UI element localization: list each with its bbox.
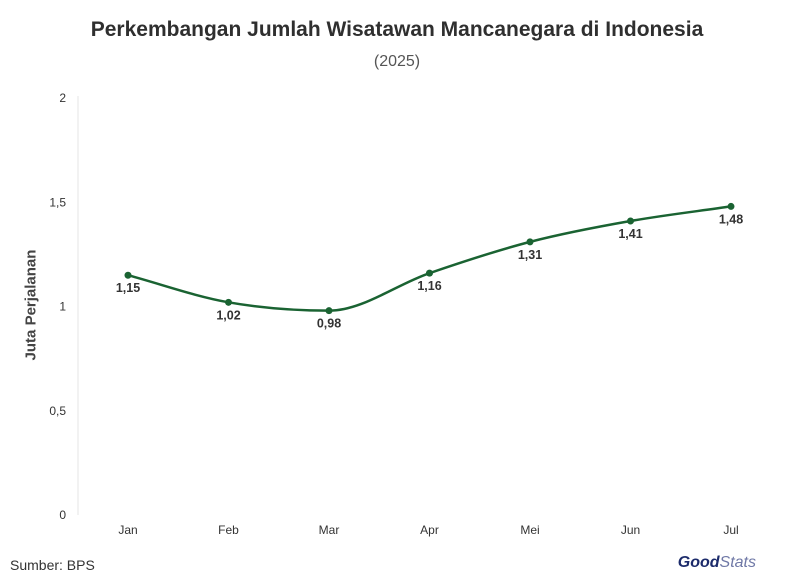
y-tick-label: 0 (59, 508, 66, 522)
x-tick-label: Jun (621, 523, 640, 537)
data-point (526, 238, 534, 246)
data-point (426, 269, 433, 277)
chart-subtitle: (2025) (373, 53, 421, 70)
logo-good-text: Good (677, 554, 720, 571)
data-labels: 1,15 1,02 0,98 1,16 1,31 1,41 1,48 (116, 212, 743, 330)
x-tick-label: Feb (218, 523, 239, 537)
x-tick-label: Jul (723, 523, 738, 537)
x-tick-label: Jan (118, 523, 137, 537)
y-tick-label: 0,5 (49, 404, 66, 418)
y-ticks: 0 0,5 1 1,5 2 (49, 91, 66, 522)
series-line (127, 205, 732, 312)
logo-stats-text: Stats (719, 554, 756, 571)
data-label: 0,98 (317, 317, 341, 331)
data-point (727, 202, 735, 210)
data-label: 1,16 (417, 279, 441, 293)
y-tick-label: 2 (59, 91, 66, 105)
data-point (124, 271, 132, 279)
y-tick-label: 1,5 (49, 195, 66, 209)
goodstats-logo: GoodStats (678, 554, 756, 572)
data-label: 1,48 (719, 212, 743, 226)
chart-title: Perkembangan Jumlah Wisatawan Mancanegar… (90, 18, 704, 41)
data-label: 1,31 (518, 248, 542, 262)
x-tick-label: Apr (420, 523, 439, 537)
data-label: 1,41 (618, 227, 642, 241)
x-tick-label: Mar (319, 523, 340, 537)
data-label: 1,02 (216, 308, 240, 322)
x-ticks: Jan Feb Mar Apr Mei Jun Jul (118, 523, 738, 537)
data-point (325, 307, 333, 315)
source-note: Sumber: BPS (10, 557, 95, 573)
data-points (124, 202, 735, 315)
x-tick-label: Mei (520, 523, 539, 537)
y-tick-label: 1 (59, 300, 66, 314)
data-point (225, 298, 232, 306)
data-point (627, 217, 634, 225)
data-label: 1,15 (116, 281, 140, 295)
